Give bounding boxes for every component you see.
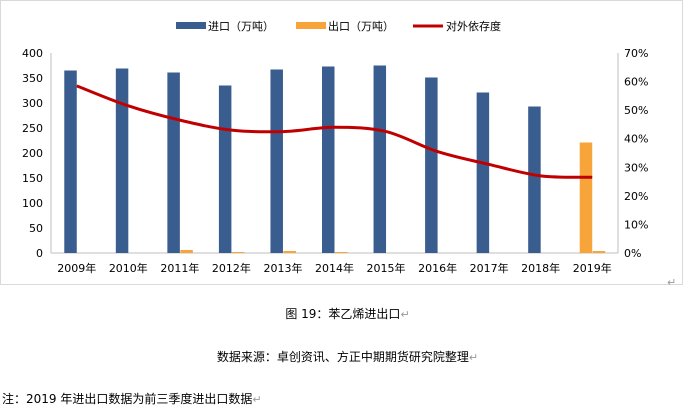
x-tick-label: 2016年 [418, 261, 457, 275]
y2-tick-label: 30% [624, 161, 648, 174]
y-tick-label: 300 [22, 97, 43, 110]
legend-label-export: 出口（万吨） [328, 19, 394, 33]
y2-tick-label: 70% [624, 47, 648, 60]
line-dependency [76, 84, 593, 179]
legend-swatch-import [176, 22, 206, 29]
x-tick-label: 2015年 [367, 261, 406, 275]
y2-tick-label: 60% [624, 76, 648, 89]
bar-import [64, 70, 77, 253]
footnote: 注：2019 年进出口数据为前三季度进出口数据↵ [2, 390, 262, 407]
source-text: 数据来源：卓创资讯、方正中期期货研究院整理 [216, 350, 469, 364]
bar-export [283, 251, 296, 253]
bar-import [218, 85, 232, 253]
bar-import [270, 69, 283, 253]
paragraph-mark: ↵ [252, 393, 262, 406]
figure-caption: 图 19：苯乙烯进出口↵ [0, 305, 695, 322]
bar-import [528, 106, 541, 253]
bar-import [115, 68, 129, 253]
y-tick-label: 150 [22, 172, 43, 185]
x-tick-label: 2010年 [109, 261, 148, 275]
bar-import [579, 142, 593, 253]
y-tick-label: 0 [36, 247, 43, 260]
paragraph-mark: ↵ [667, 276, 677, 289]
x-tick-label: 2019年 [573, 261, 612, 275]
x-tick-label: 2018年 [521, 261, 560, 275]
y2-tick-label: 40% [624, 133, 648, 146]
chart: 0 50 100 150 200 250 300 350 400 0% 10% 20% 30% 40% 50… [22, 19, 648, 275]
chart-frame: 0 50 100 150 200 250 300 350 400 0% 10% 20% 30% 40% 50… [0, 0, 683, 285]
bar-import [373, 65, 387, 253]
x-tick-label: 2013年 [263, 261, 302, 275]
bar-export [231, 252, 245, 253]
y2-tick-label: 50% [624, 104, 648, 117]
y-tick-label: 350 [22, 72, 43, 85]
y-tick-label: 50 [29, 222, 43, 235]
y-tick-label: 100 [22, 197, 43, 210]
data-source: 数据来源：卓创资讯、方正中期期货研究院整理↵ [0, 348, 695, 365]
x-tick-label: 2014年 [315, 261, 354, 275]
bar-import [167, 72, 180, 253]
y2-tick-label: 20% [624, 190, 648, 203]
bar-export [180, 250, 193, 253]
footnote-text: 注：2019 年进出口数据为前三季度进出口数据 [2, 392, 253, 406]
x-tick-label: 2011年 [160, 261, 199, 275]
bar-export [335, 252, 348, 253]
y2-tick-label: 10% [624, 218, 648, 231]
paragraph-mark: ↵ [468, 351, 479, 364]
caption-text: 图 19：苯乙烯进出口 [285, 307, 401, 321]
y-tick-label: 200 [22, 147, 43, 160]
y-tick-label: 250 [22, 122, 43, 135]
bar-export [592, 251, 606, 253]
y2-tick-label: 0% [624, 247, 641, 260]
legend-swatch-export [296, 22, 326, 29]
x-tick-label: 2017年 [470, 261, 509, 275]
bar-import [425, 77, 438, 253]
legend-label-import: 进口（万吨） [208, 20, 274, 33]
y-tick-label: 400 [22, 47, 43, 60]
bar-import [476, 92, 490, 253]
bar-import [322, 66, 335, 253]
legend-label-dependency: 对外依存度 [446, 19, 501, 33]
x-tick-label: 2012年 [212, 261, 251, 275]
x-tick-label: 2009年 [57, 261, 96, 275]
paragraph-mark: ↵ [400, 308, 410, 321]
